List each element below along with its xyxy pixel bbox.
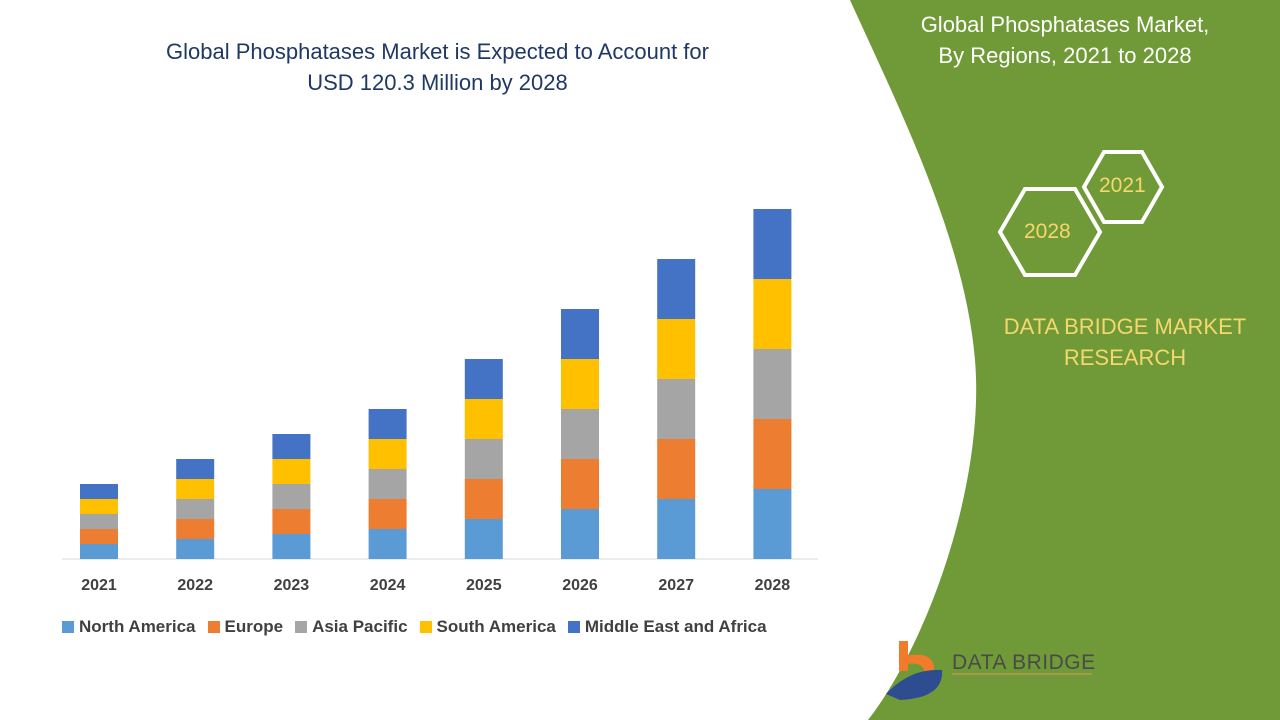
bar-segment-2028-north-america [753,489,792,559]
legend-swatch [207,621,220,633]
bar-segment-2023-north-america [272,534,311,559]
green-side-panel [850,0,1280,720]
legend-label: Middle East and Africa [584,617,767,636]
bar-segment-2024-middle-east-and-africa [368,409,407,439]
bar-segment-2026-asia-pacific [561,409,599,459]
x-tick-label: 2024 [369,577,406,594]
legend-label: North America [79,617,196,636]
bar-segment-2022-middle-east-and-africa [176,459,215,479]
bar-segment-2023-middle-east-and-africa [272,434,311,459]
bar-segment-2024-south-america [368,439,407,469]
bar-segment-2025-europe [464,479,503,519]
legend-item: South America [419,617,556,637]
bar-segment-2027-south-america [657,319,696,379]
chart-title-line2: USD 120.3 Million by 2028 [307,70,568,95]
bar-segment-2028-middle-east-and-africa [753,209,792,279]
x-tick-label: 2027 [658,577,694,594]
chart-title: Global Phosphatases Market is Expected t… [100,36,775,98]
bar-segment-2026-north-america [561,509,599,559]
logo-subtext: MARKET RESEARCH [954,677,1104,683]
side-panel-title: Global Phosphatases Market, By Regions, … [880,9,1250,71]
legend-item: Europe [207,617,284,637]
brand-line2: RESEARCH [1063,345,1187,370]
x-tick-label: 2023 [273,577,310,594]
legend-item: Asia Pacific [295,617,408,637]
x-tick-label: 2026 [562,577,598,594]
hex-label-2021: 2021 [1099,174,1146,197]
chart-title-line1: Global Phosphatases Market is Expected t… [166,39,709,64]
bar-segment-2028-europe [753,419,792,489]
brand-text: DATA BRIDGE MARKET RESEARCH [985,311,1265,373]
bar-segment-2025-asia-pacific [464,439,503,479]
bar-segment-2026-south-america [561,359,599,409]
bar-segment-2022-south-america [176,479,215,499]
hex-label-2028: 2028 [1024,220,1071,243]
legend-swatch [62,621,74,633]
x-tick-label: 2025 [466,577,502,594]
bar-segment-2027-europe [657,439,696,499]
bar-segment-2025-middle-east-and-africa [464,359,503,399]
bar-segment-2028-asia-pacific [753,349,792,419]
bar-segment-2024-europe [368,499,407,529]
bar-segment-2021-north-america [80,544,118,559]
bar-segment-2022-north-america [176,539,215,559]
bar-segment-2021-south-america [80,499,118,514]
bar-segment-2024-asia-pacific [368,469,407,499]
bar-segment-2028-south-america [753,279,792,349]
x-tick-label: 2022 [177,577,213,594]
bar-segment-2027-asia-pacific [657,379,696,439]
logo-icon [886,641,943,700]
bar-segment-2027-north-america [657,499,696,559]
legend-swatch [567,621,580,633]
legend-label: Europe [224,617,284,636]
side-title-line2: By Regions, 2021 to 2028 [938,43,1192,68]
bar-segment-2026-middle-east-and-africa [561,309,599,359]
bar-segment-2026-europe [561,459,599,509]
bars-group [80,209,792,559]
x-tick-label: 2028 [754,577,791,594]
bar-segment-2021-middle-east-and-africa [80,484,118,499]
hexagon-2028-icon [997,187,1103,277]
bar-segment-2022-europe [176,519,215,539]
legend-label: South America [436,617,556,636]
bar-segment-2023-europe [272,509,311,534]
brand-line1: DATA BRIDGE MARKET [1003,314,1247,339]
bar-segment-2023-south-america [272,459,311,484]
legend-item: Middle East and Africa [567,617,767,637]
logo-text: DATA BRIDGE [952,651,1096,674]
legend-label: Asia Pacific [312,617,408,636]
bar-segment-2023-asia-pacific [272,484,311,509]
bar-segment-2021-asia-pacific [80,514,118,529]
bar-segment-2022-asia-pacific [176,499,215,519]
x-tick-label: 2021 [81,577,117,594]
legend: North America Europe Asia Pacific South Ame… [62,617,767,637]
hexagon-2021-icon [1081,150,1165,224]
legend-item: North America [62,617,196,637]
bar-segment-2027-middle-east-and-africa [657,259,696,319]
legend-swatch [419,621,432,633]
bar-segment-2025-south-america [464,399,503,439]
bar-segment-2021-europe [80,529,118,544]
side-title-line1: Global Phosphatases Market, [920,12,1210,37]
bar-segment-2025-north-america [464,519,503,559]
legend-swatch [295,621,308,633]
bar-segment-2024-north-america [368,529,407,559]
